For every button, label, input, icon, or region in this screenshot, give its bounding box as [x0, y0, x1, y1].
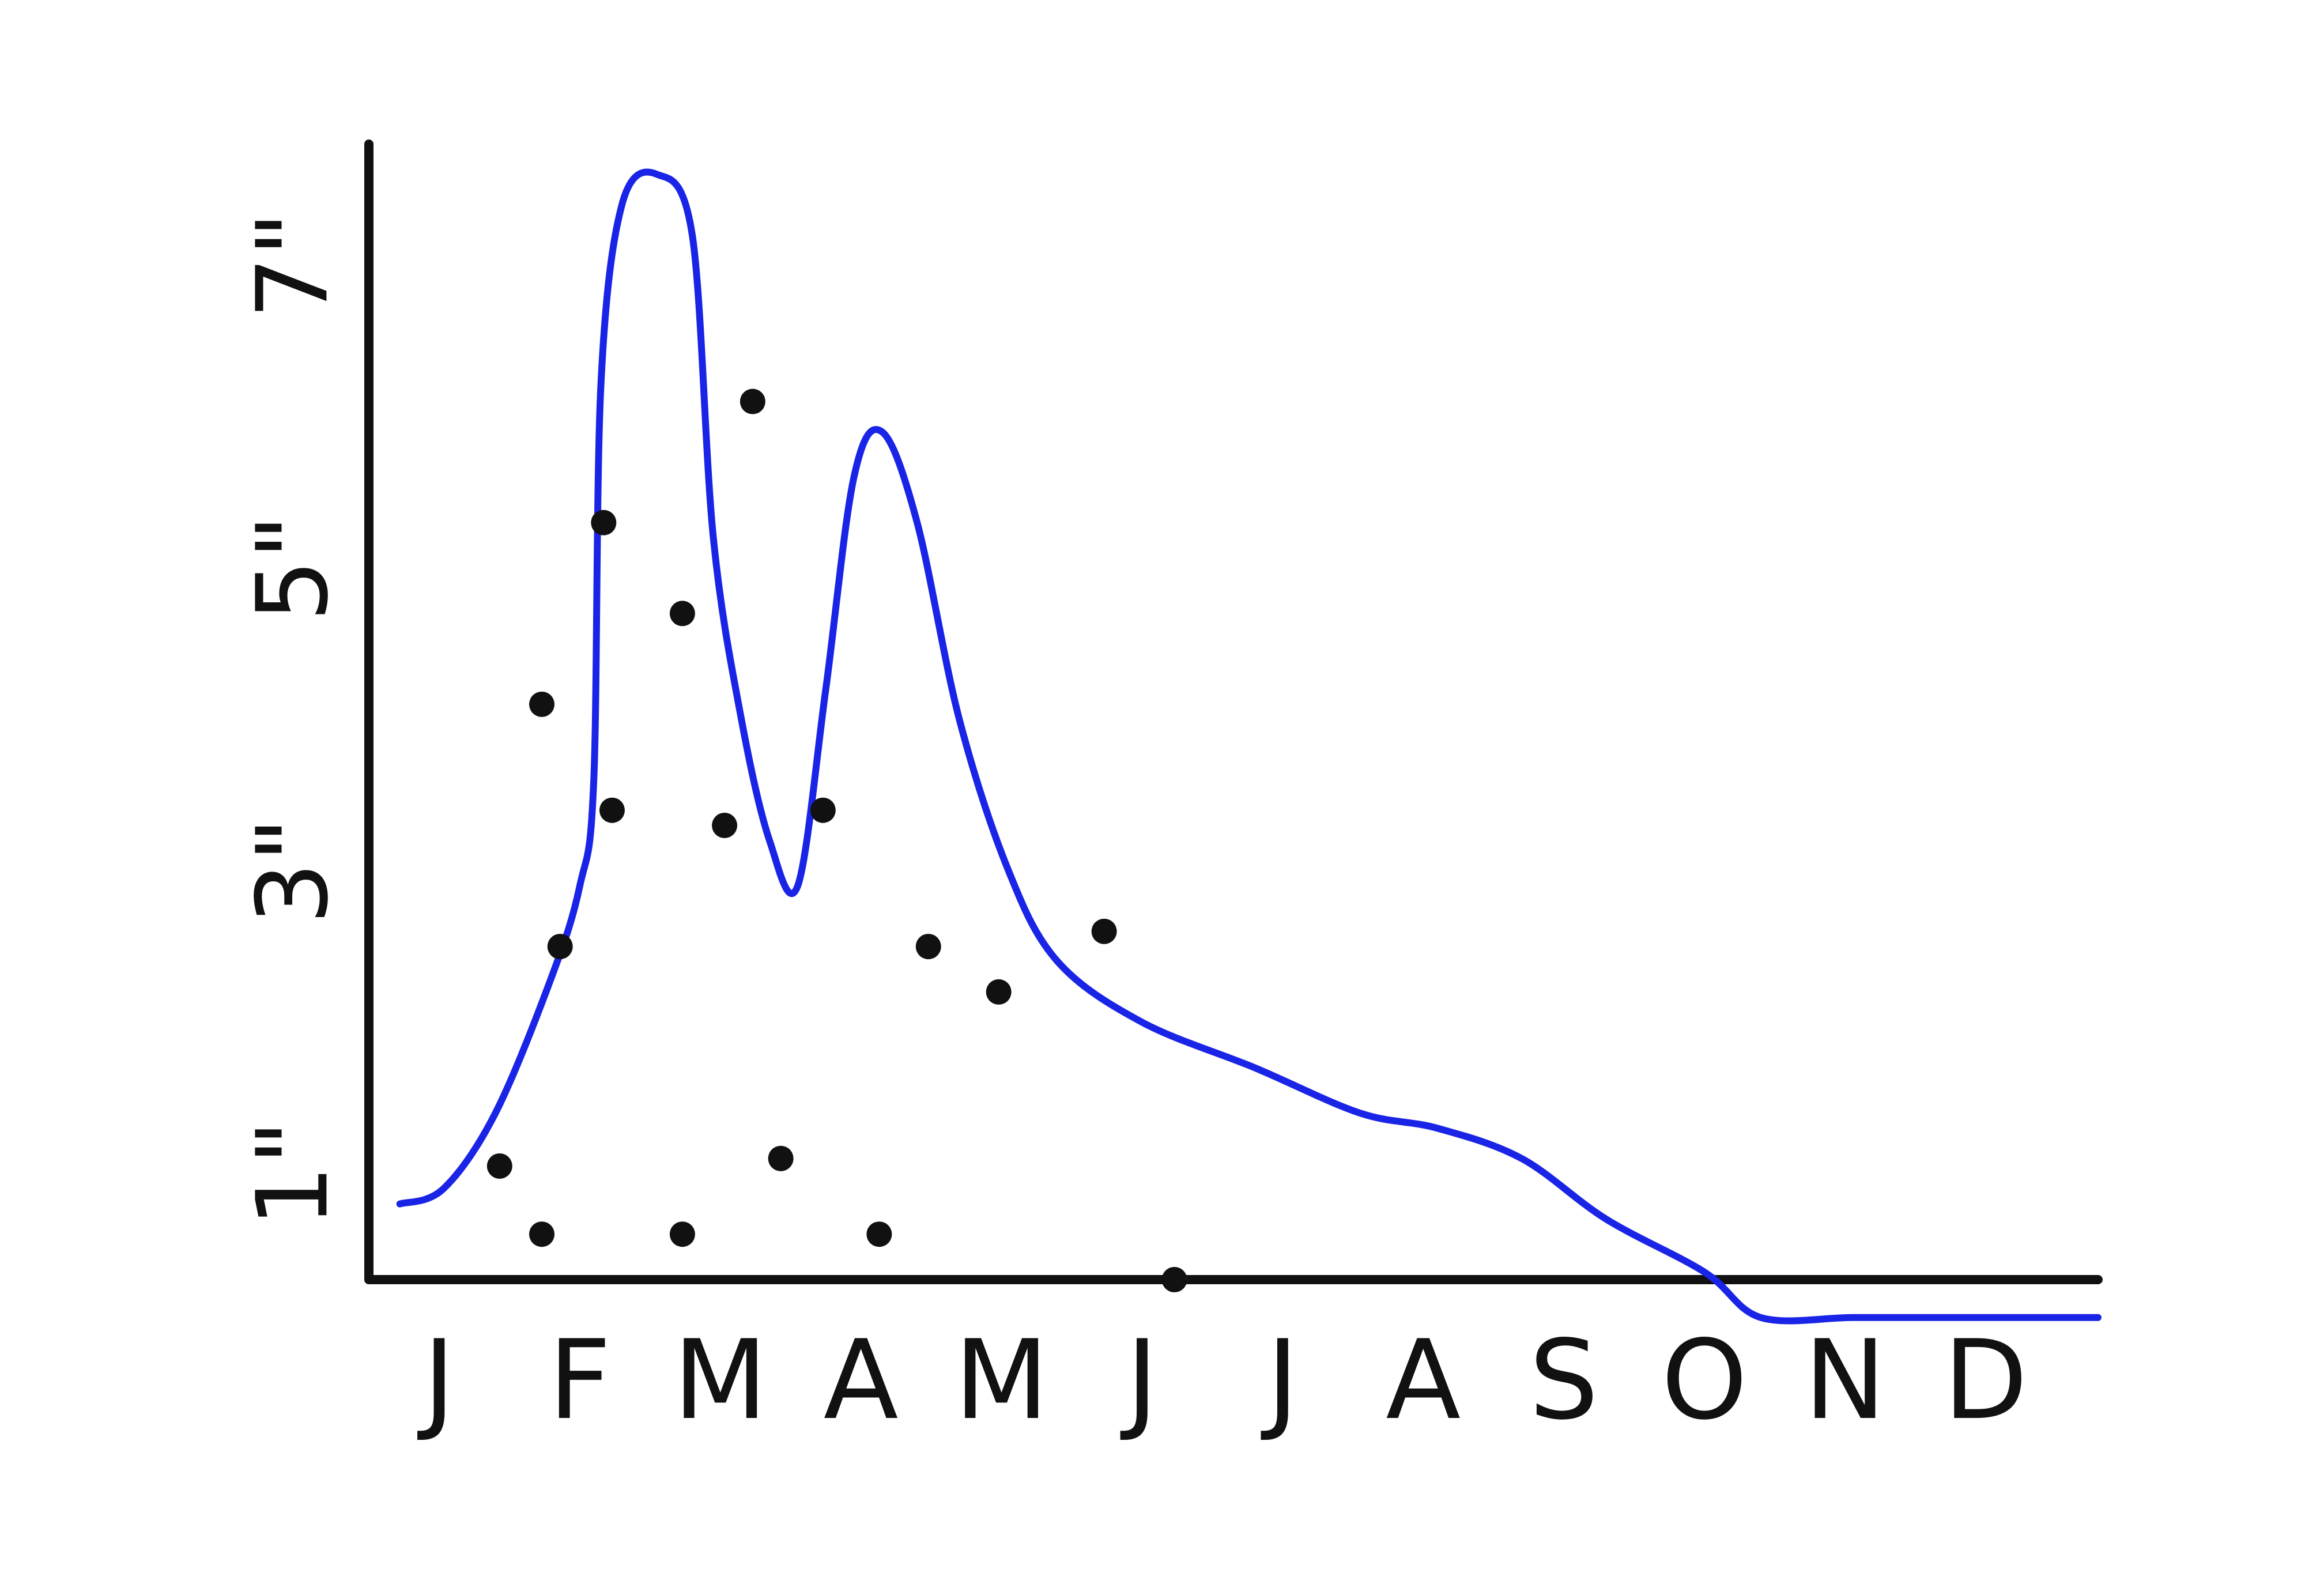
x-tick-label: M: [673, 1317, 768, 1444]
scatter-point: [529, 691, 554, 717]
series-line: [396, 168, 2102, 1325]
scatter-point: [669, 1221, 695, 1247]
scatter-point: [915, 934, 941, 960]
scatter-point: [810, 797, 836, 823]
scatter-point: [740, 388, 765, 414]
scatter-point: [866, 1221, 892, 1247]
scatter-point: [712, 813, 738, 838]
x-tick-label: J: [1120, 1317, 1158, 1444]
y-axis-ticks: 1" 3" 5" 7": [236, 212, 350, 1227]
scatter-point: [591, 510, 617, 535]
x-tick-label: D: [1944, 1317, 2028, 1444]
scatter-point: [1161, 1267, 1187, 1292]
x-tick-label: N: [1804, 1317, 1886, 1444]
scatter-point: [768, 1145, 794, 1171]
scatter-point: [486, 1153, 512, 1179]
y-tick-label: 7": [236, 212, 350, 319]
y-tick-label: 5": [236, 514, 350, 621]
x-tick-label: J: [417, 1317, 455, 1444]
x-tick-label: A: [824, 1317, 899, 1444]
x-tick-label: O: [1661, 1317, 1748, 1444]
x-tick-label: A: [1386, 1317, 1461, 1444]
x-tick-label: M: [954, 1317, 1049, 1444]
scatter-point: [529, 1221, 554, 1247]
scatter-point: [669, 601, 695, 627]
x-tick-label: J: [1261, 1317, 1299, 1444]
scatter-point: [1091, 918, 1117, 944]
series-group: [396, 168, 2102, 1325]
scatter-point: [547, 934, 573, 960]
y-tick-label: 1": [236, 1120, 350, 1227]
x-tick-label: S: [1529, 1317, 1599, 1444]
y-tick-label: 3": [236, 817, 350, 925]
scatter-point: [599, 797, 625, 823]
axes: [364, 139, 2103, 1284]
x-tick-label: F: [548, 1317, 611, 1444]
scatter-point: [986, 979, 1012, 1005]
